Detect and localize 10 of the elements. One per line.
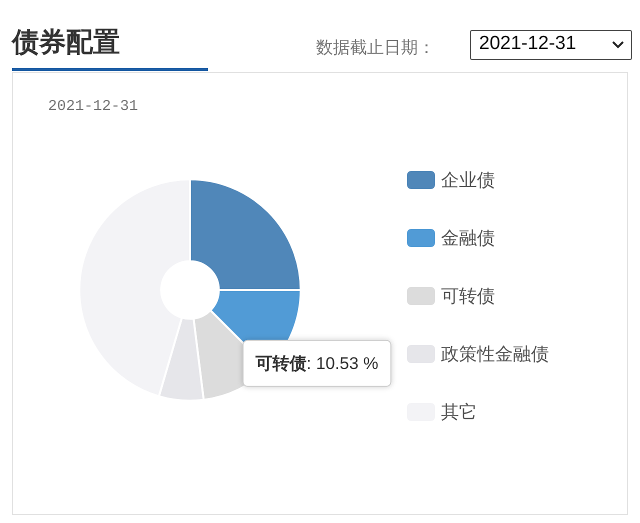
text: 数据截止日期：	[316, 37, 435, 59]
chart-subtitle: 2021-12-31	[48, 98, 138, 115]
chart-title: 债券配置	[12, 26, 120, 60]
legend-label: 政策性金融债	[441, 344, 549, 364]
legend-label: 金融债	[441, 228, 495, 248]
text: 2021-12-31	[479, 33, 576, 54]
data-label: 可转债: 10.53 %	[254, 354, 378, 373]
legend-label: 企业债	[441, 170, 495, 190]
legend-label: 可转债	[441, 286, 495, 306]
legend-label: 其它	[441, 402, 477, 422]
